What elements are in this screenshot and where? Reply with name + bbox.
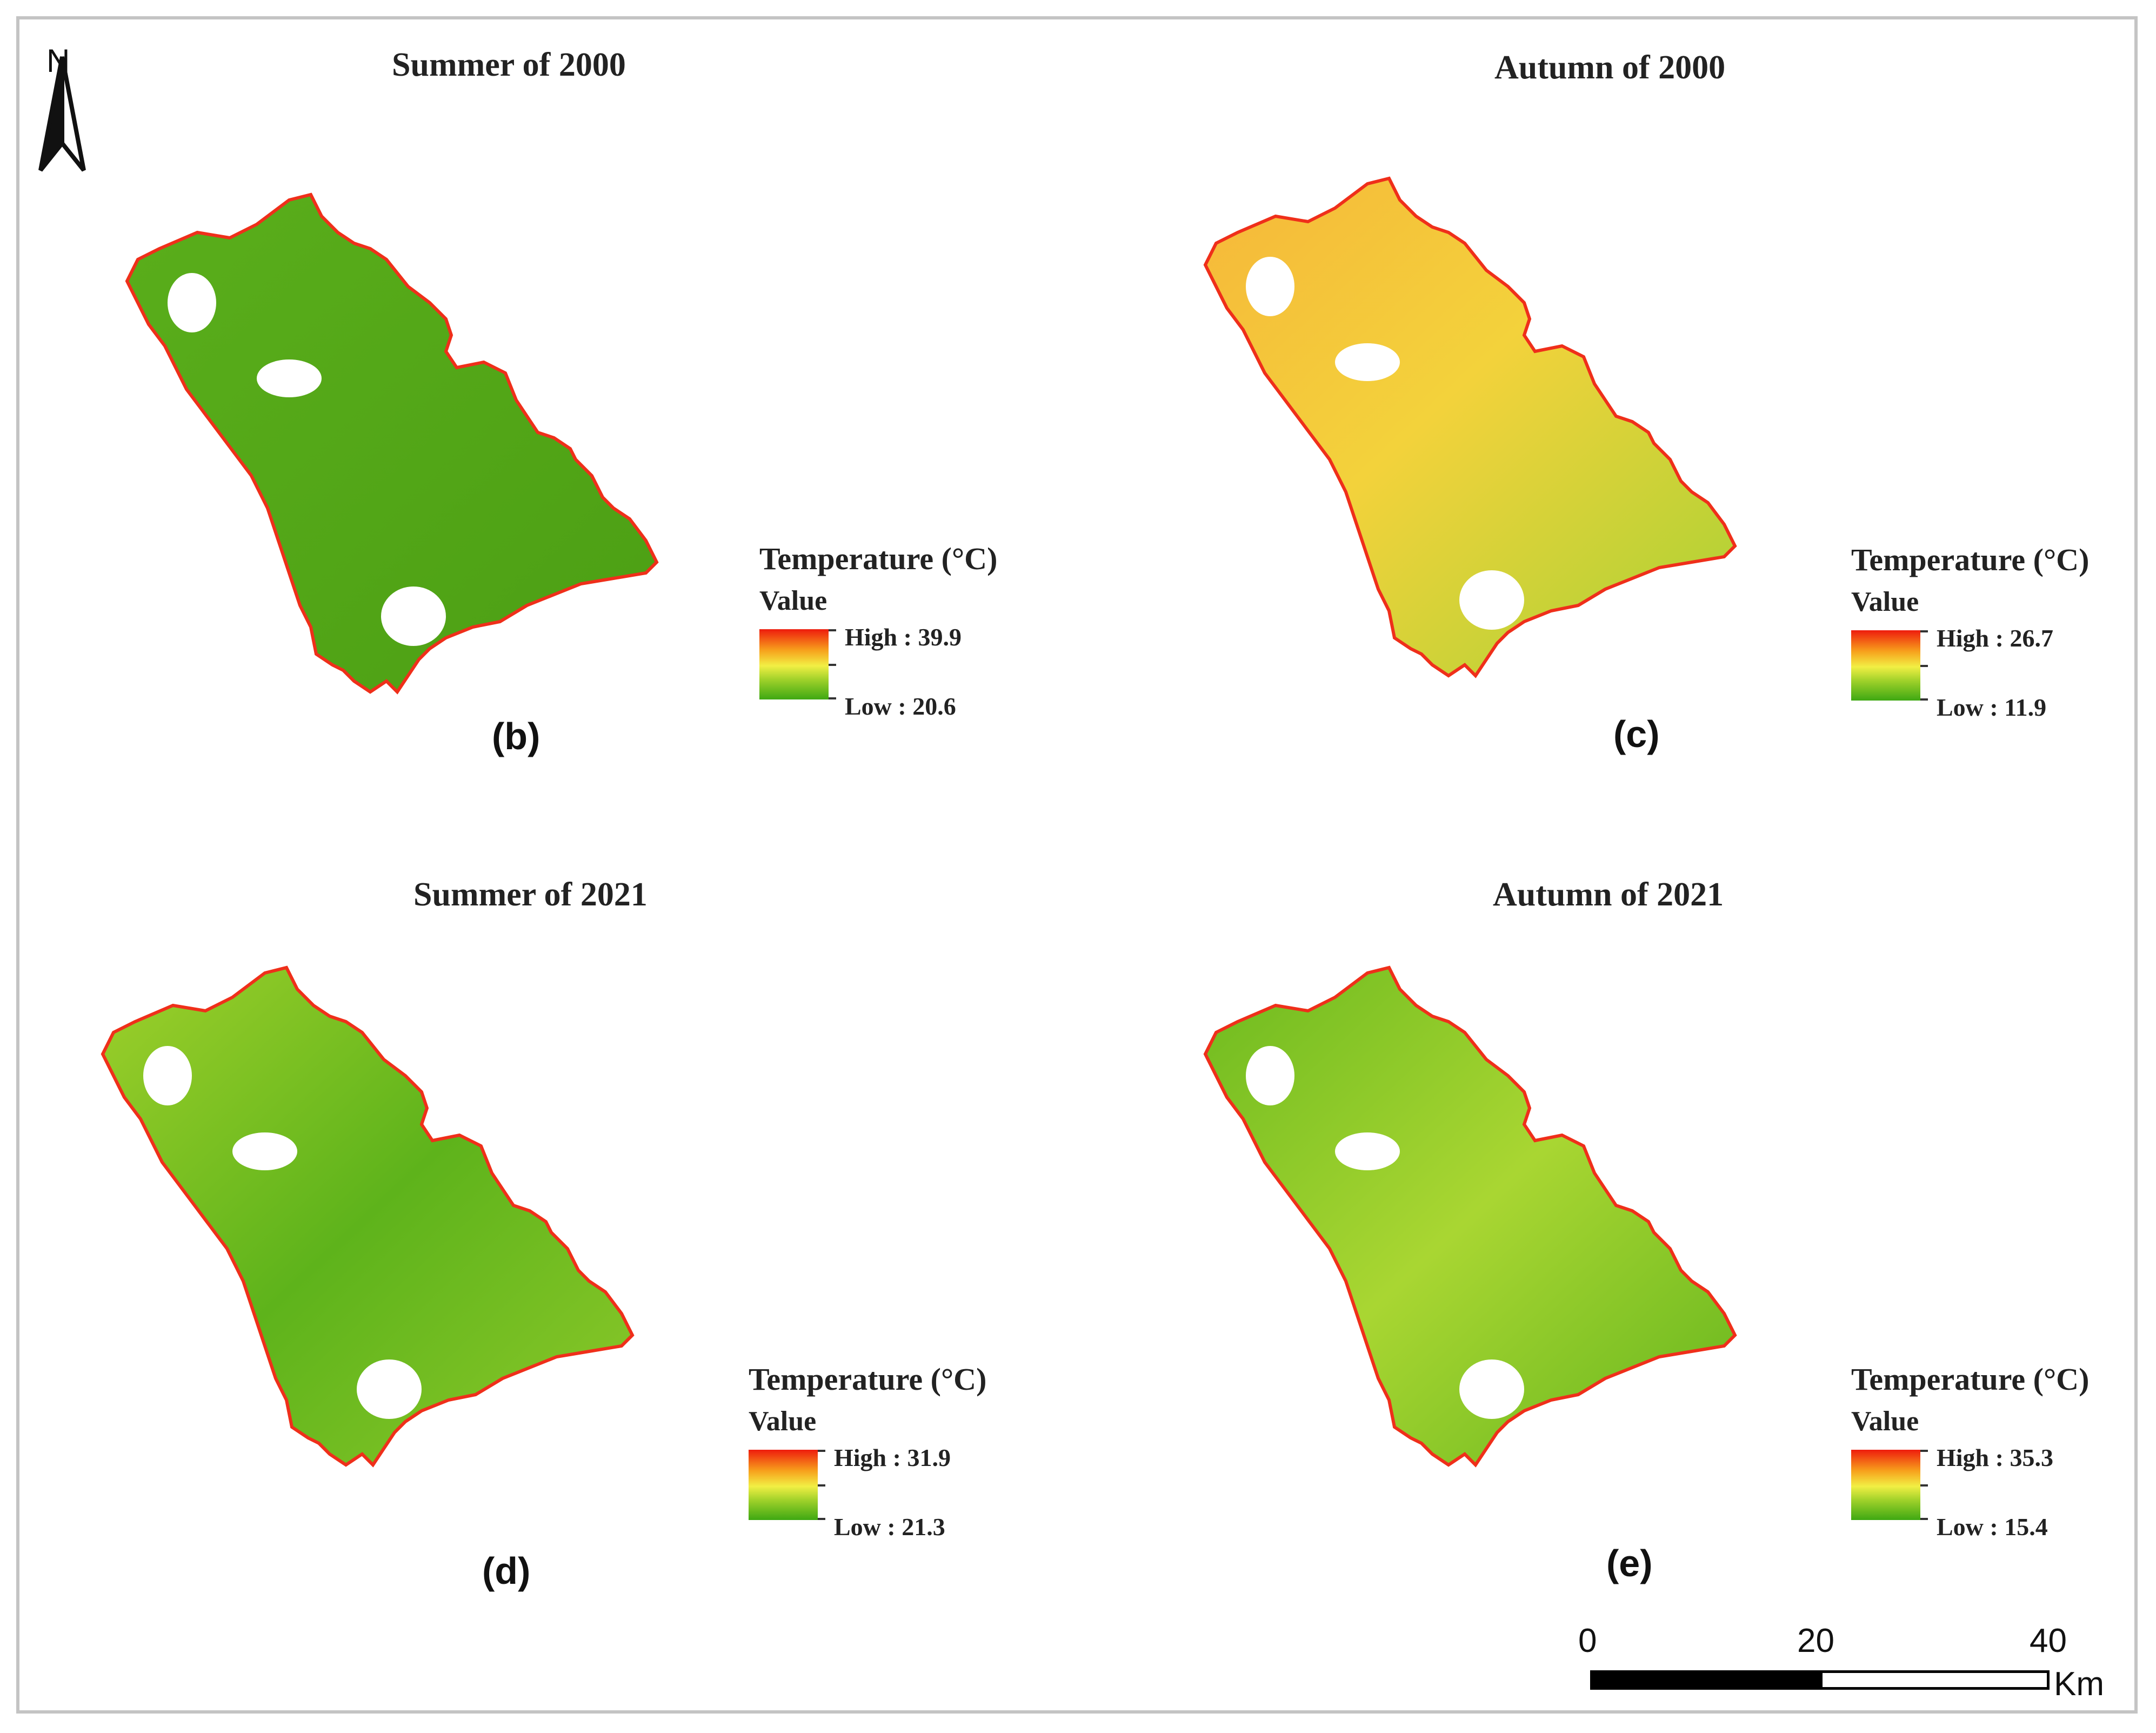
- legend-tick: [1920, 630, 1928, 632]
- panel-title: Autumn of 2021: [1493, 876, 1724, 913]
- panel-label: (e): [1606, 1542, 1653, 1584]
- panel-label: (c): [1613, 713, 1660, 755]
- scale-tick-20: 20: [1797, 1622, 1834, 1659]
- scale-unit: Km: [2054, 1665, 2104, 1703]
- legend-tick: [1920, 1518, 1928, 1520]
- legend-subtitle: Value: [759, 585, 827, 616]
- panel-title: Summer of 2021: [413, 876, 648, 913]
- legend-tick: [829, 697, 836, 699]
- north-arrow-icon: [38, 56, 86, 172]
- legend-title: Temperature (°C): [1851, 1362, 2090, 1397]
- legend-subtitle: Value: [1851, 1406, 1919, 1437]
- legend-title: Temperature (°C): [759, 541, 998, 576]
- legend: Temperature (°C) Value High : 39.9 Low :…: [759, 541, 1040, 720]
- legend-tick: [829, 664, 836, 666]
- legend-low: Low : 11.9: [1937, 694, 2047, 721]
- legend-color-ramp: [1851, 1450, 1920, 1520]
- panel-title: Autumn of 2000: [1494, 49, 1726, 86]
- scale-segment-filled: [1590, 1670, 1820, 1690]
- legend-high: High : 35.3: [1937, 1444, 2053, 1471]
- panel-label: (b): [492, 715, 540, 757]
- legend: Temperature (°C) Value High : 31.9 Low :…: [749, 1361, 1030, 1541]
- scale-bar: 0 20 40 Km: [1567, 1622, 2108, 1703]
- legend-subtitle: Value: [1851, 586, 1919, 617]
- legend-high: High : 39.9: [845, 623, 962, 651]
- panel-label: (d): [482, 1550, 531, 1592]
- legend-title: Temperature (°C): [1851, 542, 2090, 577]
- legend: Temperature (°C) Value High : 35.3 Low :…: [1851, 1361, 2132, 1541]
- legend: Temperature (°C) Value High : 26.7 Low :…: [1851, 542, 2132, 721]
- legend-tick: [818, 1450, 825, 1452]
- lake-temperature-map: [1205, 968, 1746, 1476]
- legend-tick: [1920, 698, 1928, 701]
- legend-tick: [1920, 1450, 1928, 1452]
- legend-title: Temperature (°C): [749, 1362, 987, 1397]
- scale-tick-40: 40: [2030, 1622, 2067, 1659]
- scale-segment-empty: [1820, 1670, 2050, 1690]
- legend-high: High : 31.9: [834, 1444, 951, 1471]
- legend-low: Low : 20.6: [845, 692, 956, 720]
- scale-tick-0: 0: [1578, 1622, 1597, 1659]
- legend-low: Low : 15.4: [1937, 1513, 2048, 1541]
- lake-temperature-map: [127, 195, 668, 703]
- legend-tick: [1920, 1484, 1928, 1487]
- legend-color-ramp: [1851, 630, 1920, 701]
- legend-low: Low : 21.3: [834, 1513, 945, 1541]
- legend-tick: [818, 1484, 825, 1487]
- legend-high: High : 26.7: [1937, 624, 2053, 652]
- legend-subtitle: Value: [749, 1406, 817, 1437]
- panel-title: Summer of 2000: [392, 46, 626, 83]
- legend-tick: [818, 1518, 825, 1520]
- legend-color-ramp: [749, 1450, 818, 1520]
- lake-temperature-map: [103, 968, 643, 1476]
- legend-color-ramp: [759, 629, 829, 699]
- figure-frame: [16, 16, 2138, 1714]
- lake-temperature-map: [1205, 178, 1746, 686]
- legend-tick: [1920, 665, 1928, 667]
- legend-tick: [829, 629, 836, 631]
